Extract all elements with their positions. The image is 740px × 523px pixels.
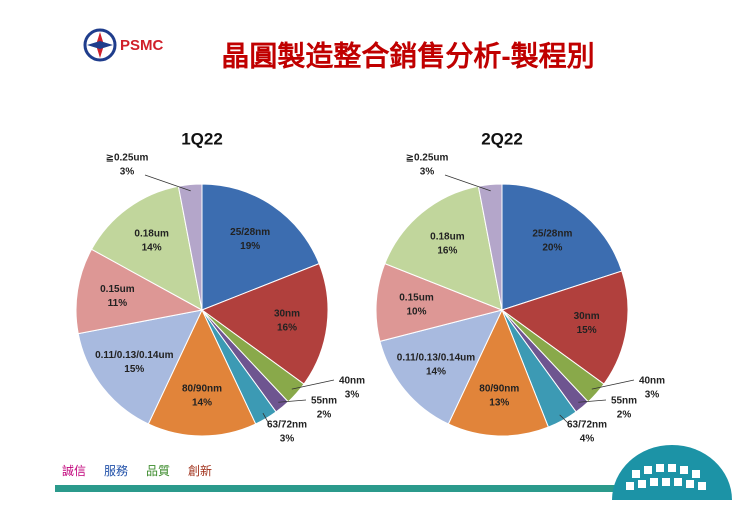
slice-value-label: 15% (124, 364, 144, 375)
slice-value-label: 4% (580, 434, 595, 445)
pie-slice (500, 270, 629, 385)
slice-value-label: 13% (489, 397, 509, 408)
pie-slice (147, 308, 257, 437)
pie-slice (375, 262, 504, 342)
slice-value-label: 16% (277, 322, 297, 333)
slice-value-label: 15% (577, 325, 597, 336)
pie-slice (75, 248, 204, 335)
slice-value-label: 11% (108, 298, 128, 309)
pie-chart: 1Q22 25/28nm 19% 30nm 16% 40nm 3% 55nm 2% 63/72nm… (75, 129, 365, 445)
motto-item: 品質 (146, 463, 170, 478)
motto-item: 誠信 (62, 464, 86, 478)
slice-category-label: 63/72nm (567, 420, 607, 431)
slice-value-label: 14% (192, 397, 212, 408)
leader-line (144, 174, 191, 192)
slice-category-label: 80/90nm (479, 383, 519, 394)
slice-category-label: ≧0.25um (106, 153, 149, 164)
chart-title: 1Q22 (181, 129, 223, 148)
slice-value-label: 3% (345, 390, 360, 401)
slice-value-label: 16% (437, 246, 457, 257)
slice-value-label: 2% (617, 410, 632, 421)
slice-value-label: 2% (317, 410, 332, 421)
leader-line (262, 412, 270, 425)
leader-line (444, 174, 491, 192)
slice-value-label: 3% (120, 167, 135, 178)
slice-category-label: 80/90nm (182, 383, 222, 394)
slice-category-label: 63/72nm (267, 420, 307, 431)
slice-category-label: 40nm (339, 376, 365, 387)
pie-slice (90, 185, 203, 311)
slice-category-label: 0.11/0.13/0.14um (95, 350, 174, 361)
slice-value-label: 14% (142, 242, 162, 253)
slide-title: 晶圓製造整合銷售分析-製程別 (221, 39, 594, 71)
motto-item: 服務 (104, 464, 128, 478)
slice-value-label: 3% (280, 434, 295, 445)
slice-category-label: 0.11/0.13/0.14um (397, 352, 476, 363)
footer-bar (55, 485, 615, 492)
pie-slice (384, 185, 503, 311)
leader-line (591, 379, 635, 390)
pie-chart: 2Q22 25/28nm 20% 30nm 15% 40nm 3% 55nm 2% 63/72nm… (375, 129, 665, 445)
slice-category-label: ≧0.25um (406, 153, 449, 164)
slice-category-label: 0.18um (430, 232, 465, 243)
motto-item: 創新 (188, 463, 212, 478)
slice-category-label: 0.15um (399, 292, 434, 303)
leader-line (278, 399, 307, 403)
slice-category-label: 0.15um (100, 284, 135, 295)
slice-value-label: 10% (406, 306, 426, 317)
motto: 誠信 服務 品質 創新 (62, 463, 212, 478)
slice-value-label: 3% (420, 167, 435, 178)
leader-line (559, 414, 570, 425)
slice-category-label: 55nm (611, 396, 637, 407)
slice-value-label: 20% (542, 242, 562, 253)
slice-category-label: 55nm (311, 396, 337, 407)
pie-slice (379, 309, 503, 425)
slice-value-label: 19% (240, 241, 260, 252)
pie-slice (201, 183, 320, 311)
slice-value-label: 14% (426, 366, 446, 377)
pie-slice (501, 183, 623, 311)
logo-icon (83, 28, 117, 62)
leader-line (578, 399, 607, 403)
slice-category-label: 25/28nm (230, 227, 270, 238)
pie-slice (447, 308, 550, 437)
pie-slice (200, 262, 329, 385)
leader-line (291, 379, 335, 390)
slice-category-label: 0.18um (134, 228, 169, 239)
footer-emblem (612, 445, 732, 500)
slice-category-label: 30nm (574, 311, 600, 322)
chart-title: 2Q22 (481, 129, 523, 148)
slice-category-label: 40nm (639, 376, 665, 387)
slice-value-label: 3% (645, 390, 660, 401)
pie-slice (77, 309, 203, 425)
slice-category-label: 30nm (274, 308, 300, 319)
logo-text: PSMC (120, 37, 164, 54)
slice-category-label: 25/28nm (532, 228, 572, 239)
